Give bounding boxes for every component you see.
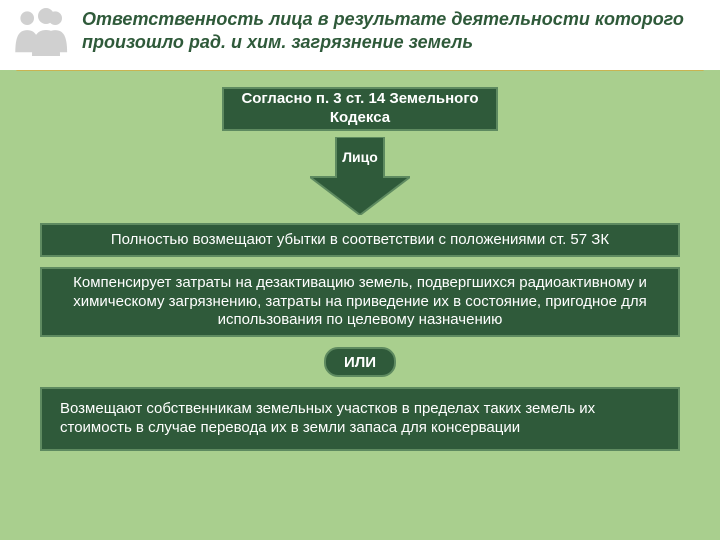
obligation-box-1: Полностью возмещают убытки в соответстви… xyxy=(40,223,680,257)
arrow-label: Лицо xyxy=(310,149,410,165)
obligation-box-2: Компенсирует затраты на дезактивацию зем… xyxy=(40,267,680,337)
people-group-icon xyxy=(14,4,78,56)
obligation-box-3: Возмещают собственникам земельных участк… xyxy=(40,387,680,451)
slide-title: Ответственность лица в результате деятел… xyxy=(82,8,704,53)
source-reference-box: Согласно п. 3 ст. 14 Земельного Кодекса xyxy=(222,87,498,131)
content-area: Согласно п. 3 ст. 14 Земельного Кодекса … xyxy=(0,75,720,535)
header: Ответственность лица в результате деятел… xyxy=(0,0,720,70)
down-arrow: Лицо xyxy=(310,137,410,215)
slide: Ответственность лица в результате деятел… xyxy=(0,0,720,540)
or-connector-pill: ИЛИ xyxy=(324,347,396,377)
